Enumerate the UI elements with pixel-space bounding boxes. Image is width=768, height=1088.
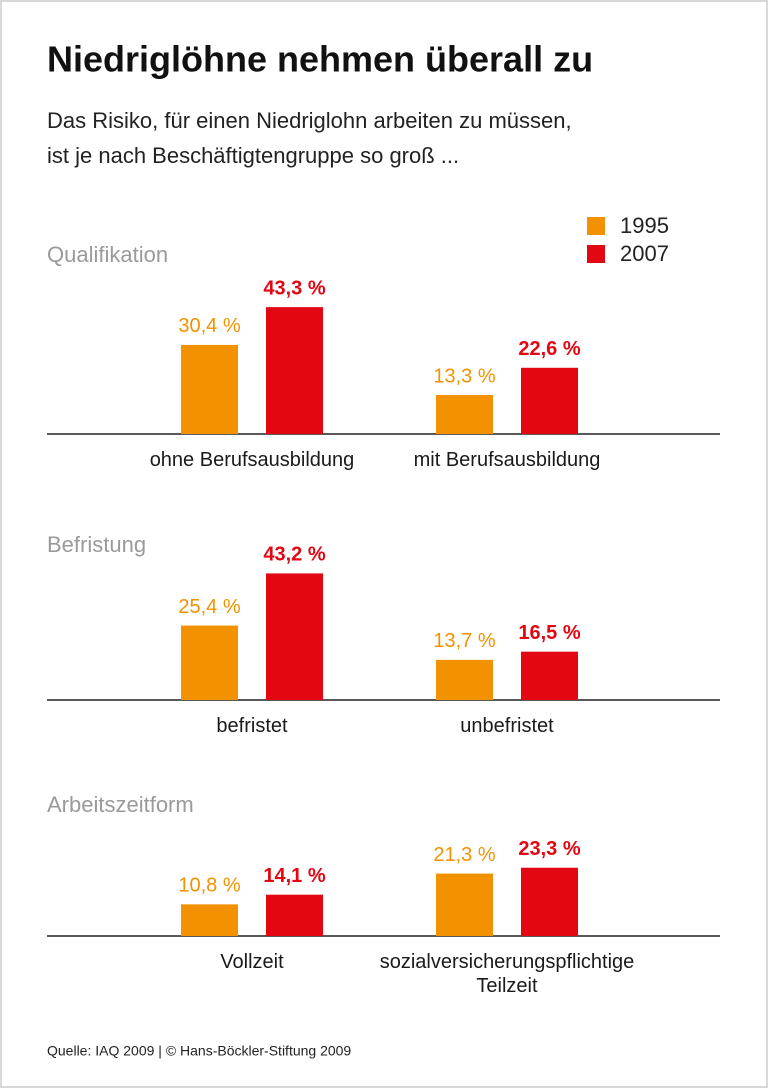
value-label: 14,1 % (263, 865, 325, 887)
value-label: 23,3 % (518, 838, 580, 860)
value-label: 13,7 % (433, 630, 495, 652)
bar (181, 344, 238, 434)
value-label: 21,3 % (433, 844, 495, 866)
category-label: ohne Berufsausbildung (149, 449, 355, 471)
value-label: 10,8 % (178, 875, 240, 897)
value-label: 16,5 % (518, 622, 580, 644)
panel-title: Arbeitszeitform (47, 792, 194, 817)
value-label: 13,3 % (433, 365, 495, 387)
category-label: Vollzeit (220, 951, 284, 973)
value-label: 30,4 % (178, 315, 240, 337)
legend-label: 2007 (620, 241, 669, 266)
value-label: 25,4 % (178, 596, 240, 618)
subtitle: ist je nach Beschäftigtengruppe so groß … (47, 143, 459, 168)
subtitle: Das Risiko, für einen Niedriglohn arbeit… (47, 108, 572, 133)
bar (521, 367, 578, 434)
panel-title: Befristung (47, 532, 146, 557)
value-label: 43,2 % (263, 544, 325, 566)
source: Quelle: IAQ 2009 | © Hans-Böckler-Stiftu… (47, 1043, 351, 1059)
bar (436, 873, 493, 936)
bar (181, 904, 238, 936)
value-label: 22,6 % (518, 338, 580, 360)
bar (266, 307, 323, 434)
bar (436, 395, 493, 434)
legend-label: 1995 (620, 213, 669, 238)
value-label: 43,3 % (263, 277, 325, 299)
bar (436, 659, 493, 700)
category-label: unbefristet (460, 715, 554, 737)
bar (521, 867, 578, 936)
bar (521, 651, 578, 700)
category-label: befristet (216, 715, 288, 737)
legend-swatch (587, 245, 605, 263)
category-label: sozialversicherungspflichtige Teilzeit (379, 951, 635, 997)
category-label: mit Berufsausbildung (413, 449, 601, 471)
bar (181, 625, 238, 700)
title: Niedriglöhne nehmen überall zu (47, 39, 593, 80)
bar (266, 573, 323, 700)
legend-swatch (587, 217, 605, 235)
bar (266, 894, 323, 936)
panel-title: Qualifikation (47, 242, 168, 267)
